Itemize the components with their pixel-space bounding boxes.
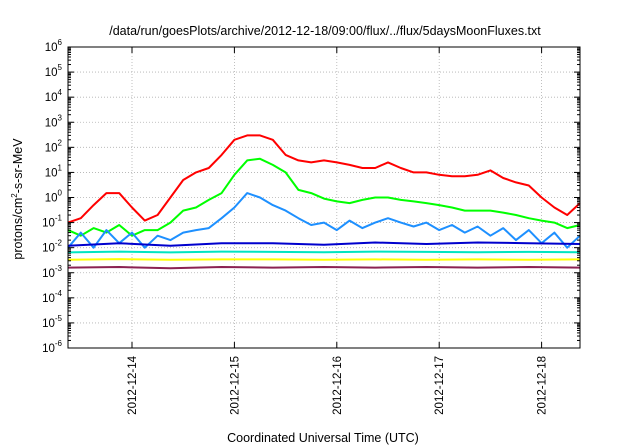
y-tick-label: 10-5 [42,314,62,330]
series-line-1 [67,134,581,224]
x-axis-ticks: 2012-12-14 2012-12-15 2012-12-16 2012-12-17… [127,47,549,415]
y-tick-label: 10-1 [42,214,62,230]
chart-title: /data/run/goesPlots/archive/2012-12-18/0… [109,24,541,38]
y-tick-exponent: 6 [58,38,63,47]
y-tick-base: 10 [42,268,55,280]
series-line-5 [67,250,581,254]
y-tick-base: 10 [45,67,58,79]
y-axis-label-suffix: -s-sr-MeV [11,138,25,194]
y-tick-label: 105 [45,63,63,79]
series-line-6 [67,258,581,261]
y-tick-base: 10 [42,293,55,305]
y-tick-base: 10 [45,117,58,129]
y-tick-exponent: -6 [55,339,63,348]
y-tick-base: 10 [42,218,55,230]
series-line-2 [67,157,581,237]
x-tick-label: 2012-12-15 [229,356,241,415]
y-tick-base: 10 [45,42,58,54]
series-line-3 [67,192,581,249]
y-tick-exponent: 3 [58,113,63,122]
x-tick-label: 2012-12-16 [332,356,344,415]
series-line-7 [67,266,581,270]
y-axis-label: protons/cm2-s-sr-MeV [10,138,25,260]
x-axis-label: Coordinated Universal Time (UTC) [227,431,419,445]
y-tick-exponent: 4 [58,88,63,97]
y-tick-exponent: -4 [55,289,63,298]
y-tick-base: 10 [45,193,58,205]
y-tick-base: 10 [42,343,55,355]
y-tick-base: 10 [45,142,58,154]
y-axis-label-sup: 2 [10,193,19,198]
y-tick-label: 103 [45,113,63,129]
y-tick-base: 10 [42,243,55,255]
y-tick-base: 10 [42,318,55,330]
y-tick-label: 102 [45,138,63,154]
y-tick-exponent: -5 [55,314,63,323]
y-tick-base: 10 [45,167,58,179]
y-tick-exponent: 5 [58,63,63,72]
y-tick-label: 10-6 [42,339,62,355]
y-axis-ticks: 10-610-510-410-310-210-11001011021031041… [42,38,580,355]
y-tick-base: 10 [45,92,58,104]
y-tick-exponent: 0 [58,189,63,198]
y-tick-label: 100 [45,189,63,205]
series-line-4 [67,241,581,247]
grid [68,47,580,348]
y-tick-exponent: 1 [58,163,63,172]
y-tick-label: 10-3 [42,264,62,280]
x-tick-label: 2012-12-14 [127,355,139,414]
y-tick-label: 101 [45,163,63,179]
y-tick-exponent: -1 [55,214,63,223]
x-tick-label: 2012-12-18 [537,356,549,415]
x-tick-label: 2012-12-17 [434,356,446,415]
y-tick-exponent: 2 [58,138,63,147]
series-group [67,134,581,270]
y-tick-exponent: -2 [55,239,63,248]
y-axis-label-prefix: protons/cm [11,198,25,260]
y-tick-label: 10-4 [42,289,62,305]
y-tick-label: 10-2 [42,239,62,255]
y-tick-exponent: -3 [55,264,63,273]
y-tick-label: 104 [45,88,63,104]
y-tick-label: 106 [45,38,63,54]
